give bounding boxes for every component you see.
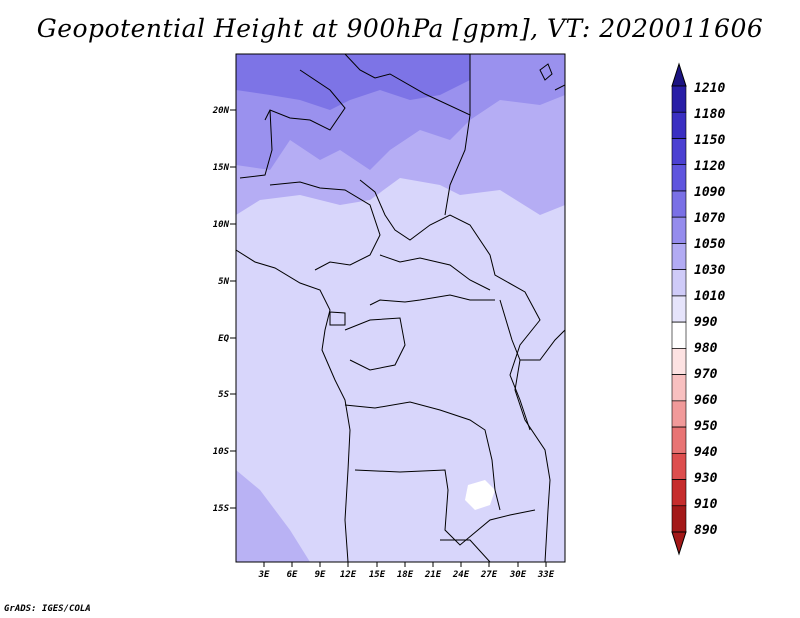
- colorbar-label: 1180: [694, 107, 725, 122]
- colorbar-label: 950: [694, 419, 718, 434]
- field-band-1090: [236, 54, 470, 110]
- colorbar-label: 970: [694, 367, 718, 382]
- colorbar-swatch: [671, 190, 687, 218]
- map-title: Geopotential Height at 900hPa [gpm], VT:…: [36, 14, 764, 43]
- colorbar-swatch: [671, 111, 687, 139]
- colorbar-label: 1120: [694, 159, 725, 174]
- colorbar-swatch: [671, 164, 687, 192]
- colorbar-label: 990: [694, 315, 718, 330]
- field-band-1010: [465, 480, 495, 510]
- grads-credit: GrADS: IGES/COLA: [4, 604, 91, 614]
- map-area: [236, 54, 565, 562]
- colorbar-label: 1030: [694, 263, 725, 278]
- lon-label-18e: 18E: [397, 570, 414, 580]
- colorbar-label: 1070: [694, 211, 725, 226]
- lat-label-15s: 15S: [213, 504, 230, 514]
- lat-label-5s: 5S: [218, 390, 229, 400]
- lat-label-10n: 10N: [213, 220, 230, 230]
- colorbar-swatch: [671, 479, 687, 507]
- lon-label-24e: 24E: [452, 570, 470, 580]
- colorbar-label: 940: [694, 445, 718, 460]
- country-borders: [236, 54, 565, 562]
- lat-axis: 20N 15N 10N 5N EQ 5S 10S 15S: [212, 106, 236, 514]
- colorbar-swatch: [671, 295, 687, 323]
- lon-label-21e: 21E: [424, 570, 442, 580]
- lon-axis: 3E 6E 9E 12E 15E 18E 21E 24E 27E 30E 33E: [258, 562, 555, 580]
- colorbar-label: 1090: [694, 185, 725, 200]
- field-band-ocean-south: [236, 470, 310, 562]
- colorbar-label: 980: [694, 341, 718, 356]
- lon-label-27e: 27E: [480, 570, 498, 580]
- lon-label-33e: 33E: [537, 570, 555, 580]
- colorbar-swatch: [671, 452, 687, 480]
- lon-label-3e: 3E: [258, 570, 270, 580]
- lat-label-5n: 5N: [218, 277, 229, 287]
- lon-label-9e: 9E: [315, 570, 326, 580]
- colorbar-top-arrow: [671, 62, 687, 87]
- lon-label-15e: 15E: [369, 570, 386, 580]
- colorbar-swatch: [671, 243, 687, 270]
- colorbar-label: 960: [694, 393, 718, 408]
- colorbar-label: 1010: [694, 289, 725, 304]
- colorbar: 1210 1180 1150 1120 1090 1070 1050 1030 1010 990 9…: [671, 62, 725, 556]
- lat-label-20n: 20N: [212, 106, 230, 116]
- colorbar-swatch: [671, 138, 687, 166]
- colorbar-label: 1210: [694, 81, 725, 96]
- colorbar-label: 1050: [694, 237, 725, 252]
- colorbar-swatch: [671, 216, 687, 244]
- colorbar-label: 890: [694, 523, 718, 538]
- colorbar-swatch: [671, 400, 687, 428]
- lon-label-6e: 6E: [287, 570, 298, 580]
- lon-label-30e: 30E: [509, 570, 527, 580]
- colorbar-bottom-arrow: [671, 531, 687, 556]
- colorbar-swatch: [671, 348, 687, 375]
- lon-label-12e: 12E: [340, 570, 357, 580]
- colorbar-swatch: [671, 505, 687, 533]
- colorbar-swatch: [671, 374, 687, 402]
- lat-label-eq: EQ: [218, 334, 229, 344]
- lat-label-15n: 15N: [213, 163, 230, 173]
- colorbar-label: 1150: [694, 133, 725, 148]
- lat-label-10s: 10S: [213, 447, 230, 457]
- colorbar-label: 910: [694, 497, 718, 512]
- colorbar-swatch: [671, 85, 687, 113]
- colorbar-swatch: [671, 426, 687, 454]
- map-frame: [235, 53, 566, 563]
- colorbar-label: 930: [694, 471, 718, 486]
- colorbar-swatch: [671, 269, 687, 297]
- colorbar-swatch: [671, 321, 687, 349]
